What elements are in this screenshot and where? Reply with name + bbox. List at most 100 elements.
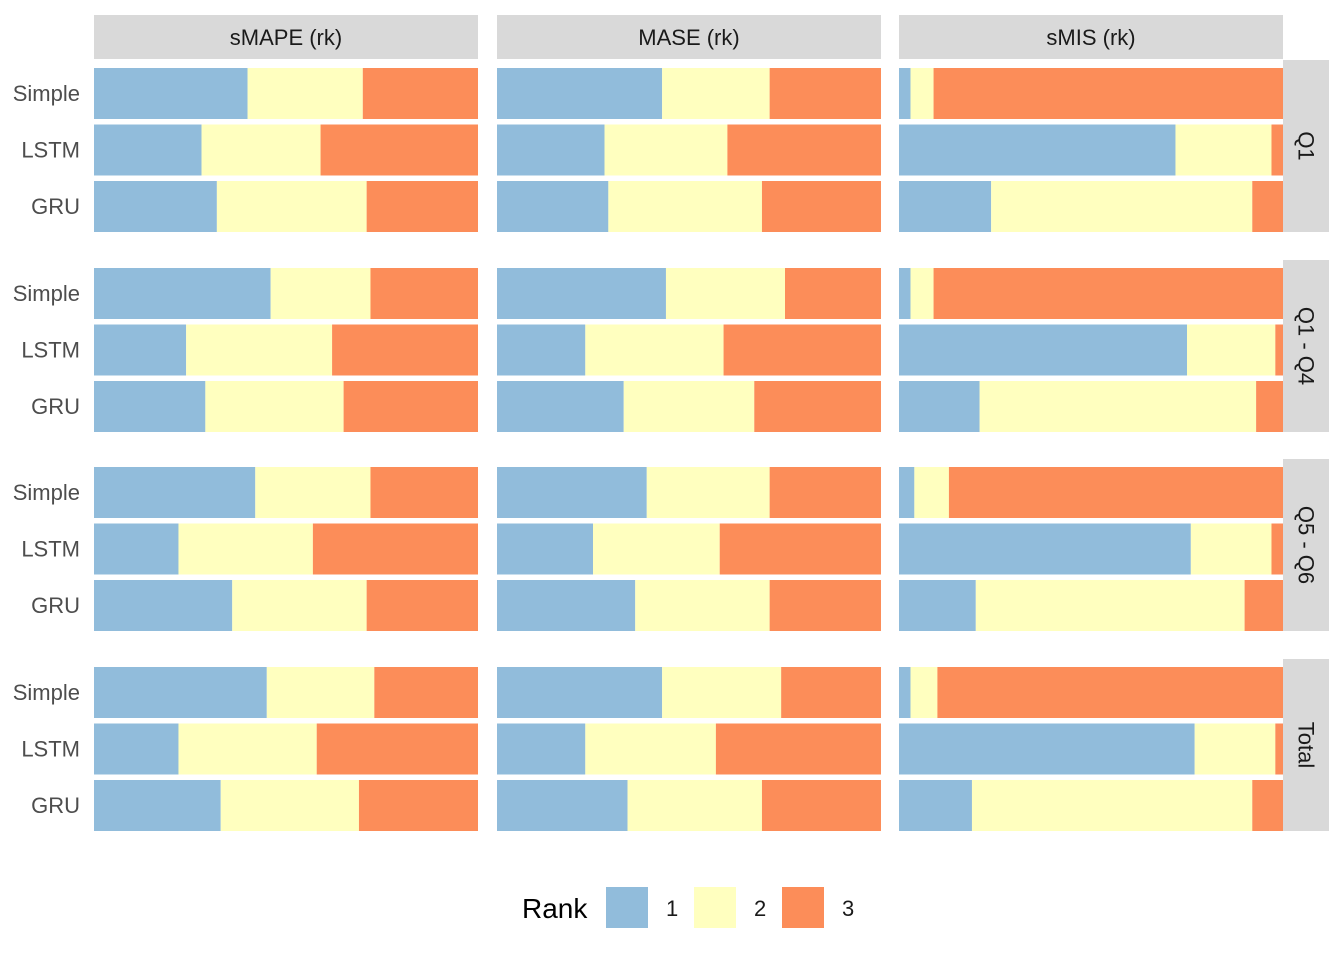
bar-segment-q5-q6-smis-rk-simple-rank-2 (914, 467, 949, 518)
bar-segment-q1-smis-rk-gru-rank-1 (899, 181, 992, 232)
column-strip-label: sMAPE (rk) (230, 25, 342, 50)
legend-key-2 (694, 887, 736, 928)
row-strip-bg (1283, 60, 1329, 232)
bar-segment-q1-smis-rk-simple-rank-1 (899, 68, 911, 119)
bar-segment-q1-q4-smape-rk-lstm-rank-1 (94, 324, 187, 376)
column-strip-label: sMIS (rk) (1046, 25, 1135, 50)
bar-segment-total-smis-rk-lstm-rank-3 (1275, 723, 1283, 775)
bar-segment-total-smis-rk-gru-rank-1 (899, 780, 972, 831)
bar-segment-q1-smape-rk-simple-rank-3 (362, 68, 478, 119)
bar-segment-total-smape-rk-simple-rank-1 (94, 667, 267, 718)
bar-segment-q5-q6-mase-rk-lstm-rank-1 (497, 523, 593, 575)
y-tick-label-gru: GRU (31, 394, 80, 419)
legend-label-3: 3 (842, 896, 854, 921)
bar-segment-total-smis-rk-gru-rank-3 (1252, 780, 1283, 831)
y-tick-label-gru: GRU (31, 194, 80, 219)
y-tick-label-simple: Simple (13, 281, 80, 306)
legend-key-1 (606, 887, 648, 928)
bar-segment-q1-q4-smape-rk-gru-rank-2 (205, 381, 344, 432)
bar-segment-q1-q4-smape-rk-lstm-rank-2 (186, 324, 333, 376)
bar-segment-q1-q4-smape-rk-simple-rank-3 (370, 268, 478, 319)
bar-segment-q1-q4-mase-rk-simple-rank-1 (497, 268, 666, 319)
bar-segment-q5-q6-smape-rk-lstm-rank-2 (178, 523, 313, 575)
row-strip-bg (1283, 659, 1329, 831)
bar-segment-q1-q4-smis-rk-lstm-rank-1 (899, 324, 1187, 376)
bar-segment-total-mase-rk-lstm-rank-1 (497, 723, 586, 775)
bar-segment-q1-q4-mase-rk-gru-rank-3 (754, 381, 881, 432)
bar-segment-q1-mase-rk-gru-rank-3 (761, 181, 881, 232)
bar-segment-q1-smis-rk-lstm-rank-1 (899, 124, 1176, 176)
bar-segment-q1-q4-smape-rk-gru-rank-3 (343, 381, 478, 432)
row-strip-label: Q1 (1294, 131, 1319, 160)
bar-segment-q1-mase-rk-gru-rank-1 (497, 181, 609, 232)
y-tick-label-simple: Simple (13, 680, 80, 705)
bar-segment-q1-mase-rk-gru-rank-2 (608, 181, 762, 232)
bar-segment-q5-q6-mase-rk-lstm-rank-3 (719, 523, 881, 575)
bar-segment-q1-q4-mase-rk-gru-rank-1 (497, 381, 624, 432)
bar-segment-total-mase-rk-lstm-rank-2 (585, 723, 716, 775)
bar-segment-q1-q4-smis-rk-gru-rank-1 (899, 381, 980, 432)
row-strips: Q1 Q1 - Q4 Q5 - Q6 Total (1283, 60, 1329, 831)
y-tick-label-simple: Simple (13, 81, 80, 106)
column-strip-bg (497, 15, 881, 59)
bar-segment-q5-q6-smis-rk-lstm-rank-2 (1190, 523, 1272, 575)
bar-segment-total-smape-rk-gru-rank-1 (94, 780, 221, 831)
bar-segment-q1-smape-rk-simple-rank-1 (94, 68, 248, 119)
bar-segment-q1-q4-mase-rk-lstm-rank-1 (497, 324, 586, 376)
bar-segment-q1-q4-mase-rk-simple-rank-2 (665, 268, 785, 319)
bar-segment-total-smape-rk-lstm-rank-2 (178, 723, 317, 775)
bar-segment-q1-q4-smis-rk-gru-rank-3 (1256, 381, 1283, 432)
bar-segment-q5-q6-smis-rk-gru-rank-2 (975, 580, 1245, 631)
bar-segment-total-smis-rk-simple-rank-2 (910, 667, 938, 718)
bar-segment-q1-q4-smis-rk-lstm-rank-2 (1187, 324, 1276, 376)
bar-segment-q1-smis-rk-lstm-rank-2 (1175, 124, 1272, 176)
legend-title: Rank (522, 893, 588, 924)
bar-segment-total-mase-rk-gru-rank-3 (761, 780, 881, 831)
bar-segment-q5-q6-smis-rk-gru-rank-1 (899, 580, 976, 631)
bar-segment-total-smis-rk-simple-rank-1 (899, 667, 911, 718)
bar-segment-total-mase-rk-simple-rank-1 (497, 667, 663, 718)
legend-key-3 (782, 887, 824, 928)
bar-segment-q5-q6-smis-rk-simple-rank-3 (948, 467, 1283, 518)
bar-segment-q1-smape-rk-gru-rank-2 (216, 181, 367, 232)
bar-segment-total-mase-rk-lstm-rank-3 (715, 723, 881, 775)
bar-segment-total-smape-rk-lstm-rank-1 (94, 723, 179, 775)
y-tick-label-lstm: LSTM (21, 537, 80, 562)
bar-segment-q1-q4-smis-rk-lstm-rank-3 (1275, 324, 1283, 376)
bar-segment-q5-q6-smape-rk-simple-rank-3 (370, 467, 478, 518)
bar-segment-q1-q4-smis-rk-simple-rank-1 (899, 268, 911, 319)
bar-segment-q1-q4-mase-rk-simple-rank-3 (785, 268, 881, 319)
bar-segment-q1-smape-rk-gru-rank-1 (94, 181, 217, 232)
bar-segment-total-smis-rk-lstm-rank-2 (1194, 723, 1276, 775)
column-strips: sMAPE (rk) MASE (rk) sMIS (rk) (94, 15, 1283, 59)
bar-segment-q1-q4-smape-rk-lstm-rank-3 (332, 324, 478, 376)
bar-segment-total-smape-rk-simple-rank-2 (266, 667, 375, 718)
bar-segment-q1-mase-rk-simple-rank-3 (769, 68, 881, 119)
bar-segment-total-smape-rk-gru-rank-3 (358, 780, 478, 831)
bar-segment-q1-smis-rk-gru-rank-2 (991, 181, 1253, 232)
bar-segment-q5-q6-smape-rk-gru-rank-1 (94, 580, 233, 631)
bar-segment-q5-q6-smis-rk-lstm-rank-1 (899, 523, 1191, 575)
bar-segment-q1-mase-rk-simple-rank-1 (497, 68, 663, 119)
bar-segment-q1-smape-rk-lstm-rank-2 (201, 124, 321, 176)
bar-segment-q1-q4-mase-rk-lstm-rank-2 (585, 324, 724, 376)
bar-segment-total-smis-rk-lstm-rank-1 (899, 723, 1195, 775)
bar-segment-q1-smape-rk-simple-rank-2 (247, 68, 363, 119)
bar-segment-q5-q6-mase-rk-gru-rank-2 (635, 580, 770, 631)
column-strip-bg (94, 15, 478, 59)
bar-segment-total-smape-rk-lstm-rank-3 (316, 723, 478, 775)
row-strip-bg (1283, 459, 1329, 631)
bar-segment-q1-q4-smape-rk-gru-rank-1 (94, 381, 206, 432)
y-tick-label-lstm: LSTM (21, 138, 80, 163)
bar-segment-q5-q6-mase-rk-simple-rank-1 (497, 467, 647, 518)
y-tick-label-gru: GRU (31, 593, 80, 618)
bar-segment-q5-q6-smape-rk-gru-rank-3 (366, 580, 478, 631)
bar-segment-q1-mase-rk-lstm-rank-1 (497, 124, 605, 176)
bar-segment-q1-q4-smape-rk-simple-rank-2 (270, 268, 371, 319)
row-strip-label: Total (1294, 722, 1319, 768)
bar-segment-q1-q4-smis-rk-simple-rank-2 (910, 268, 934, 319)
legend-label-1: 1 (666, 896, 678, 921)
bar-segment-q1-smis-rk-gru-rank-3 (1252, 181, 1283, 232)
bar-segment-total-smape-rk-simple-rank-3 (374, 667, 478, 718)
